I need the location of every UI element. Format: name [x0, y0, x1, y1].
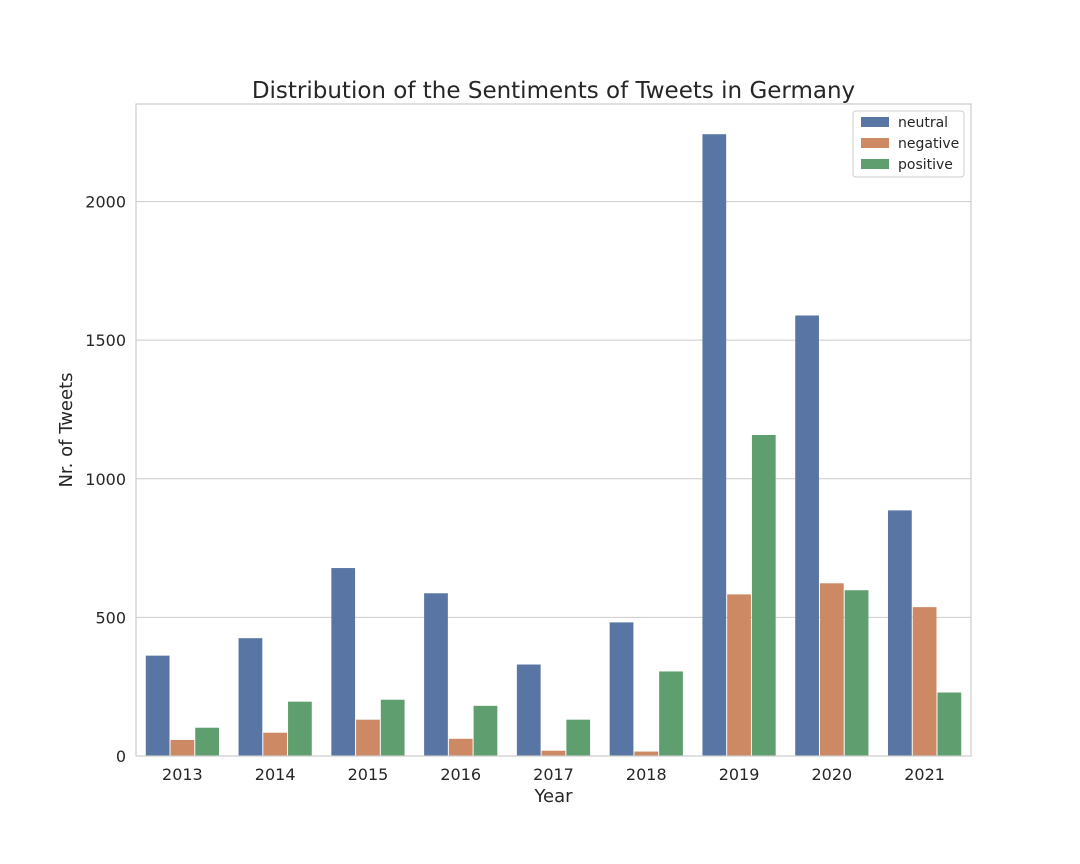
bar-positive-2014	[288, 701, 312, 756]
x-tick-label: 2019	[719, 765, 760, 784]
legend-label-negative: negative	[898, 136, 959, 152]
bar-negative-2014	[263, 732, 288, 756]
y-tick-label: 1500	[85, 331, 126, 350]
y-tick-label: 500	[95, 608, 126, 627]
legend-swatch-positive	[861, 159, 889, 169]
bar-negative-2015	[356, 719, 380, 756]
bar-negative-2019	[727, 594, 751, 756]
bar-neutral-2015	[331, 568, 356, 756]
bar-positive-2018	[659, 671, 683, 756]
bar-neutral-2014	[238, 638, 263, 756]
x-tick-label: 2017	[533, 765, 574, 784]
legend: neutral negative positive	[852, 110, 965, 178]
y-tick-label: 0	[116, 747, 126, 766]
bar-neutral-2019	[702, 134, 727, 756]
bar-negative-2018	[634, 751, 659, 756]
bar-negative-2017	[541, 750, 566, 756]
y-tick-label: 1000	[85, 470, 126, 489]
grid-lines	[136, 201, 971, 618]
plot-frame	[135, 103, 972, 757]
x-tick-label: 2020	[811, 765, 852, 784]
chart-title: Distribution of the Sentiments of Tweets…	[252, 78, 855, 104]
x-tick-label: 2021	[904, 765, 945, 784]
x-tick-label: 2014	[255, 765, 296, 784]
bar-positive-2019	[751, 434, 776, 756]
x-tick-label: 2013	[162, 765, 203, 784]
y-tick-label: 2000	[85, 193, 126, 212]
bar-positive-2020	[844, 590, 869, 756]
x-tick-label: 2018	[626, 765, 667, 784]
bar-neutral-2018	[609, 622, 634, 756]
bar-negative-2013	[170, 739, 195, 756]
bar-positive-2016	[473, 705, 498, 756]
bar-neutral-2016	[424, 593, 448, 756]
bar-positive-2015	[380, 699, 405, 756]
bar-neutral-2020	[795, 315, 819, 756]
bar-negative-2021	[912, 607, 937, 756]
bar-neutral-2013	[145, 655, 170, 756]
bar-neutral-2017	[516, 664, 541, 756]
bar-negative-2020	[819, 583, 844, 756]
legend-swatch-neutral	[861, 117, 889, 127]
tick-labels: 0 500 1000 1500 2000 2013 2014 2015 2016 2017 2018…	[85, 193, 945, 784]
legend-label-neutral: neutral	[898, 115, 948, 131]
x-tick-label: 2015	[348, 765, 389, 784]
bar-neutral-2021	[888, 510, 912, 756]
legend-swatch-negative	[861, 138, 889, 148]
x-axis-label: Year	[533, 786, 573, 807]
bar-negative-2016	[448, 738, 473, 756]
x-tick-label: 2016	[440, 765, 481, 784]
bar-positive-2013	[195, 727, 219, 756]
legend-label-positive: positive	[898, 157, 953, 173]
bar-positive-2017	[566, 719, 591, 756]
y-axis-label: Nr. of Tweets	[56, 372, 77, 487]
bars	[145, 134, 962, 756]
bar-positive-2021	[937, 692, 962, 756]
